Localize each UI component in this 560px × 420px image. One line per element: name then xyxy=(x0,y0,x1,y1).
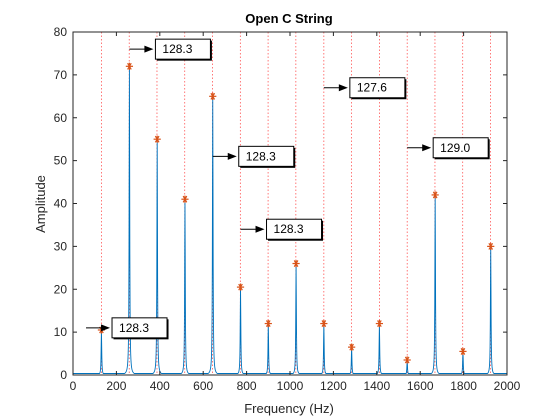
x-tick-label: 1600 xyxy=(407,379,434,393)
x-tick-label: 1200 xyxy=(320,379,347,393)
x-tick-label: 400 xyxy=(150,379,170,393)
peak-marker-13 xyxy=(459,347,467,356)
y-tick-label: 10 xyxy=(54,325,68,339)
y-tick-label: 60 xyxy=(54,111,68,125)
y-tick-label: 20 xyxy=(54,282,68,296)
x-tick-label: 1800 xyxy=(450,379,477,393)
peak-marker-2 xyxy=(153,135,161,143)
interval-annotation-0: 128.3 xyxy=(86,317,169,340)
annotation-arrow-head xyxy=(338,84,348,92)
peak-marker-3 xyxy=(181,195,189,203)
annotation-value: 127.6 xyxy=(357,81,387,95)
annotation-arrow-head xyxy=(227,152,237,160)
annotation-arrow-head xyxy=(255,225,265,233)
annotation-box xyxy=(154,38,211,60)
y-tick-label: 50 xyxy=(54,154,68,168)
annotation-value: 128.3 xyxy=(162,42,192,56)
peak-marker-14 xyxy=(487,242,495,250)
interval-annotations: 128.3 128.3 128.3 128.3 127.6 129.0 xyxy=(86,38,490,340)
annotation-arrow-head xyxy=(101,324,111,332)
x-tick-label: 800 xyxy=(237,379,257,393)
x-axis-label: Frequency (Hz) xyxy=(244,401,334,416)
y-tick-label: 70 xyxy=(54,68,68,82)
annotation-box xyxy=(349,77,406,99)
x-tick-label: 1400 xyxy=(363,379,390,393)
y-axis-ticks: 0 10 20 30 40 50 60 70 80 xyxy=(54,25,507,382)
x-tick-label: 2000 xyxy=(494,379,521,393)
annotation-arrow-head xyxy=(144,45,154,53)
annotation-box xyxy=(238,145,295,167)
peak-marker-11 xyxy=(403,356,411,364)
chart-title: Open C String xyxy=(245,11,332,26)
interval-annotation-1: 128.3 xyxy=(129,38,212,61)
annotation-value: 128.3 xyxy=(119,321,149,335)
annotation-value: 128.3 xyxy=(274,222,304,236)
peak-marker-8 xyxy=(320,319,328,328)
x-axis-ticks: 0 200 400 600 800 1000 1200 1400 1600 1800 2000 xyxy=(70,32,521,393)
peak-marker-7 xyxy=(292,259,300,268)
peak-marker-4 xyxy=(209,92,217,100)
annotation-value: 129.0 xyxy=(440,141,470,155)
x-tick-label: 600 xyxy=(193,379,213,393)
x-tick-label: 0 xyxy=(70,379,77,393)
peak-marker-6 xyxy=(264,319,272,328)
peak-marker-12 xyxy=(431,191,439,199)
peak-marker-9 xyxy=(348,343,356,351)
annotation-box xyxy=(111,317,168,339)
interval-annotation-3: 128.3 xyxy=(240,218,324,241)
x-tick-label: 1000 xyxy=(277,379,304,393)
annotation-arrow-head xyxy=(422,144,432,152)
peak-marker-1 xyxy=(125,62,134,70)
interval-annotation-4: 127.6 xyxy=(323,77,407,100)
y-tick-label: 40 xyxy=(54,197,68,211)
annotation-box xyxy=(266,218,323,240)
annotation-value: 128.3 xyxy=(246,149,276,163)
x-tick-label: 200 xyxy=(106,379,126,393)
y-tick-label: 80 xyxy=(54,25,68,39)
peak-marker-5 xyxy=(236,283,245,291)
peak-marker-10 xyxy=(375,319,384,328)
y-axis-label: Amplitude xyxy=(33,175,48,233)
y-tick-label: 30 xyxy=(54,239,68,253)
annotation-box xyxy=(432,137,489,159)
y-tick-label: 0 xyxy=(60,368,67,382)
interval-annotation-5: 129.0 xyxy=(407,137,490,160)
interval-annotation-2: 128.3 xyxy=(212,145,296,168)
